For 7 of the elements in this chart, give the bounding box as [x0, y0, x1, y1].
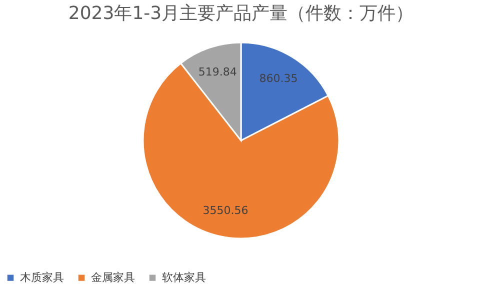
chart-title: 2023年1-3月主要产品产量（件数：万件） [68, 3, 414, 24]
data-label: 3550.56 [202, 204, 248, 217]
legend-label: 软体家具 [162, 270, 206, 284]
legend-label: 金属家具 [91, 270, 135, 284]
data-label: 860.35 [259, 72, 298, 86]
legend-label: 木质家具 [20, 270, 64, 284]
data-label: 519.84 [198, 65, 237, 78]
